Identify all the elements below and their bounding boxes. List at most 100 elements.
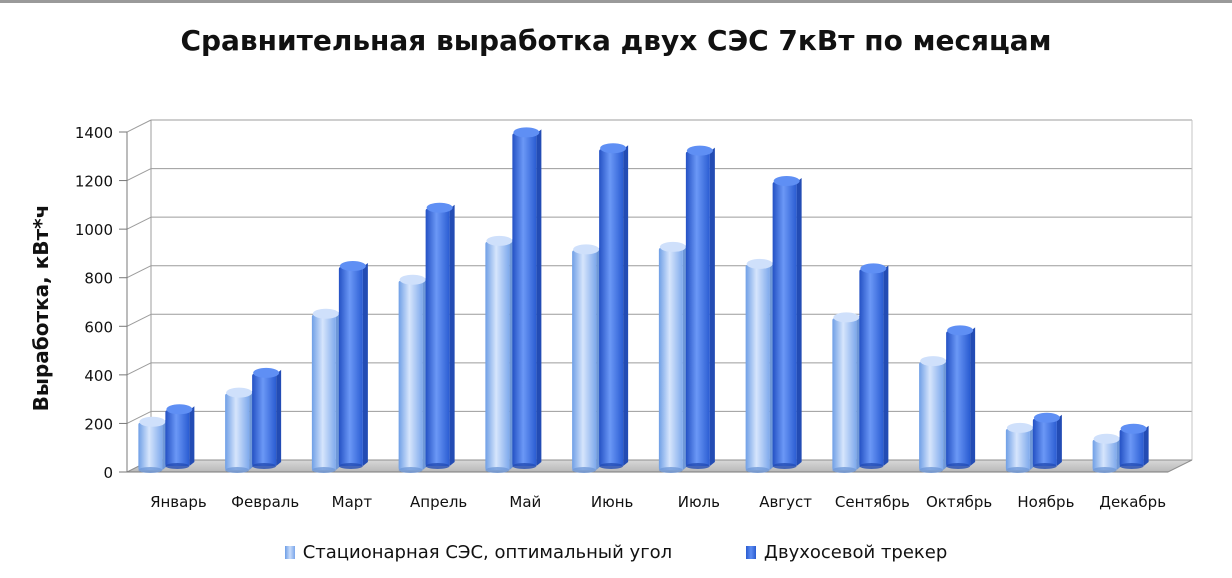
bar-top: [573, 244, 600, 255]
gridline-side: [126, 119, 152, 133]
bar-base: [252, 463, 277, 469]
bar: [1092, 439, 1117, 470]
bar-top: [920, 356, 947, 367]
bars-layer: [138, 127, 1149, 473]
bar: [946, 331, 971, 466]
labels-layer: 0 200 400 600 800 1000 1200 1400 Январь Февраль Ма…: [75, 124, 1166, 511]
x-tick-label: Апрель: [410, 493, 467, 511]
bar-side: [796, 178, 802, 466]
x-tick-label: Январь: [150, 493, 207, 511]
legend-label-stationary: Стационарная СЭС, оптимальный угол: [302, 541, 673, 563]
bar: [1005, 428, 1030, 470]
y-tick-label: 800: [84, 270, 113, 288]
bar-side: [362, 263, 368, 466]
bar-top: [226, 387, 253, 398]
bar-base: [1005, 467, 1030, 473]
bar: [832, 318, 857, 470]
x-tick-label: Май: [509, 493, 541, 511]
bar-base: [599, 463, 624, 469]
gridline-side: [126, 410, 152, 424]
y-tick-label: 1000: [75, 221, 113, 239]
bar: [165, 410, 190, 466]
x-tick-label: Октябрь: [926, 493, 992, 511]
chart-title: Сравнительная выработка двух СЭС 7кВт по…: [180, 24, 1052, 57]
top-border-line: [0, 0, 1232, 3]
bar-top: [312, 308, 339, 319]
bar-top: [339, 261, 366, 271]
bar-base: [398, 467, 423, 473]
bar: [252, 373, 277, 466]
bar-top: [1120, 423, 1147, 434]
bar: [398, 280, 423, 470]
legend-item-stationary: Стационарная СЭС, оптимальный угол: [284, 541, 673, 563]
bar-base: [485, 467, 510, 473]
bar: [338, 267, 363, 466]
bar-top: [486, 235, 513, 246]
bar: [1032, 418, 1057, 466]
bar-side: [623, 145, 629, 466]
bar: [772, 182, 797, 466]
bar-side: [189, 406, 195, 466]
bar-top: [860, 263, 887, 274]
bar-base: [772, 463, 797, 469]
bar-top: [686, 145, 713, 156]
y-tick-label: 400: [84, 367, 113, 385]
bar-base: [225, 467, 250, 473]
bar-base: [425, 463, 450, 469]
legend-label-tracker: Двухосевой трекер: [763, 541, 948, 563]
bar-side: [276, 369, 282, 466]
bar-top: [659, 241, 686, 252]
y-tick-label: 600: [84, 318, 113, 336]
bar-side: [1143, 425, 1149, 466]
bar: [485, 241, 510, 470]
gridline-side: [126, 362, 152, 376]
legend-item-tracker: Двухосевой трекер: [745, 541, 948, 563]
bar-side: [1056, 414, 1062, 466]
bar: [138, 422, 163, 470]
x-tick-label: Июль: [678, 493, 720, 511]
legend: Стационарная СЭС, оптимальный угол Двухо…: [0, 541, 1232, 563]
bar: [425, 208, 450, 466]
x-tick-label: Февраль: [231, 493, 299, 511]
bar-base: [512, 463, 537, 469]
bar: [685, 151, 710, 466]
x-tick-label: Март: [332, 493, 373, 511]
bar-base: [946, 463, 971, 469]
gridline-side: [126, 168, 152, 182]
bar-top: [399, 274, 426, 285]
x-tick-label: Декабрь: [1099, 493, 1166, 511]
bar-base: [311, 467, 336, 473]
bar-top: [513, 127, 540, 138]
bar-base: [859, 463, 884, 469]
bar: [225, 393, 250, 470]
bar-side: [970, 327, 976, 466]
bar-top: [1033, 412, 1060, 423]
bar-top: [253, 367, 280, 378]
bar-top: [139, 416, 166, 427]
bar-base: [572, 467, 597, 473]
bar-side: [709, 147, 715, 466]
bar-base: [1119, 463, 1144, 469]
bar: [1119, 429, 1144, 466]
bar-top: [773, 176, 800, 186]
bar: [745, 264, 770, 470]
y-tick-label: 1400: [75, 124, 113, 142]
bar: [919, 362, 944, 470]
bar-base: [832, 467, 857, 473]
gridline-side: [126, 216, 152, 230]
gridline-side: [126, 313, 152, 327]
y-tick-label: 200: [84, 415, 113, 433]
y-tick-label: 0: [103, 464, 113, 482]
bar-base: [138, 467, 163, 473]
gridline-side: [126, 265, 152, 279]
bar-base: [338, 463, 363, 469]
bar-side: [883, 265, 889, 466]
bar-top: [947, 325, 974, 336]
bar-side: [536, 129, 542, 466]
bar-top: [600, 143, 627, 154]
bar-side: [449, 204, 455, 466]
bar-top: [1006, 422, 1033, 433]
bar-base: [919, 467, 944, 473]
